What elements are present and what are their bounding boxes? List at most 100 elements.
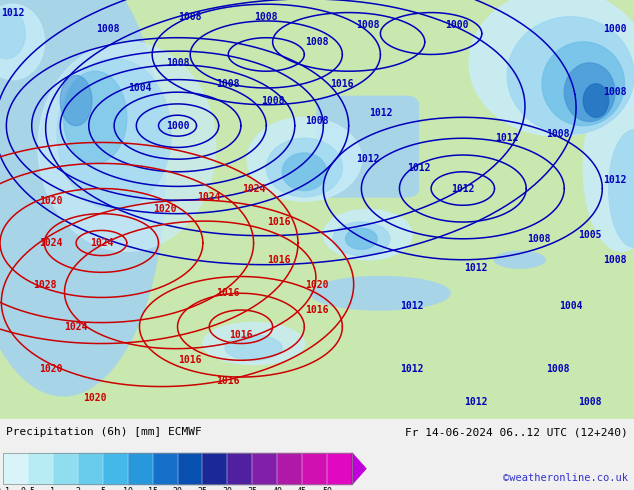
- Ellipse shape: [0, 0, 165, 396]
- Ellipse shape: [203, 322, 304, 365]
- Ellipse shape: [38, 42, 216, 251]
- Text: 1016: 1016: [305, 305, 329, 315]
- Ellipse shape: [507, 17, 634, 134]
- Text: 1020: 1020: [305, 280, 329, 290]
- Text: 1012: 1012: [1, 7, 25, 18]
- Bar: [127, 453, 153, 484]
- Text: 20: 20: [172, 487, 183, 490]
- Text: 1008: 1008: [527, 234, 551, 244]
- Ellipse shape: [225, 335, 282, 360]
- Text: 1012: 1012: [495, 133, 519, 143]
- Bar: [178, 453, 202, 484]
- Text: 1008: 1008: [254, 12, 278, 22]
- Text: 1012: 1012: [400, 364, 424, 374]
- Ellipse shape: [0, 8, 25, 59]
- Text: 1008: 1008: [603, 87, 627, 97]
- Text: 1024: 1024: [89, 238, 113, 248]
- Ellipse shape: [564, 63, 615, 122]
- Text: 1004: 1004: [127, 83, 152, 93]
- Bar: [78, 453, 103, 484]
- Text: 1008: 1008: [305, 117, 329, 126]
- Text: 1005: 1005: [578, 230, 602, 240]
- Text: 1012: 1012: [356, 154, 380, 164]
- Text: 1020: 1020: [39, 364, 63, 374]
- Text: 1028: 1028: [32, 280, 56, 290]
- Text: 10: 10: [123, 487, 133, 490]
- Text: ©weatheronline.co.uk: ©weatheronline.co.uk: [503, 473, 628, 483]
- Ellipse shape: [57, 59, 171, 210]
- Text: 1008: 1008: [96, 24, 120, 34]
- Ellipse shape: [346, 228, 377, 249]
- Text: 1012: 1012: [463, 263, 488, 273]
- Text: 25: 25: [197, 487, 207, 490]
- Ellipse shape: [63, 71, 127, 163]
- Text: 1012: 1012: [406, 163, 430, 172]
- Text: Precipitation (6h) [mm] ECMWF: Precipitation (6h) [mm] ECMWF: [6, 427, 202, 438]
- Bar: [103, 453, 127, 484]
- Bar: [202, 453, 228, 484]
- Text: 1008: 1008: [603, 255, 627, 265]
- Text: 1008: 1008: [546, 129, 570, 139]
- Bar: [28, 453, 53, 484]
- Bar: [277, 453, 302, 484]
- Bar: [302, 453, 327, 484]
- Ellipse shape: [282, 153, 327, 191]
- Text: 1008: 1008: [165, 58, 190, 68]
- Text: Fr 14-06-2024 06..12 UTC (12+240): Fr 14-06-2024 06..12 UTC (12+240): [405, 427, 628, 438]
- Text: 1008: 1008: [305, 37, 329, 47]
- Text: 1016: 1016: [178, 355, 202, 366]
- Text: 1008: 1008: [216, 79, 240, 89]
- Ellipse shape: [495, 251, 545, 268]
- Ellipse shape: [247, 117, 361, 201]
- Text: 1008: 1008: [178, 12, 202, 22]
- Bar: [252, 453, 277, 484]
- Bar: [3, 453, 28, 484]
- Text: 1008: 1008: [356, 20, 380, 30]
- Text: 1: 1: [51, 487, 56, 490]
- Text: 1012: 1012: [368, 108, 392, 118]
- Text: 1024: 1024: [39, 238, 63, 248]
- Text: 1012: 1012: [400, 301, 424, 311]
- Text: 1008: 1008: [578, 397, 602, 407]
- Text: 5: 5: [100, 487, 105, 490]
- Text: 1000: 1000: [603, 24, 627, 34]
- Text: 30: 30: [223, 487, 232, 490]
- Text: 1000: 1000: [444, 20, 469, 30]
- Text: 1012: 1012: [463, 397, 488, 407]
- Text: 2: 2: [75, 487, 81, 490]
- Text: 1020: 1020: [39, 196, 63, 206]
- Bar: [327, 453, 352, 484]
- Text: 1016: 1016: [267, 255, 291, 265]
- Ellipse shape: [311, 276, 450, 310]
- Ellipse shape: [583, 84, 634, 251]
- Ellipse shape: [266, 138, 342, 197]
- Ellipse shape: [0, 4, 44, 79]
- Text: 1000: 1000: [165, 121, 190, 131]
- Text: 1016: 1016: [267, 217, 291, 227]
- Text: 1016: 1016: [229, 330, 253, 340]
- Text: 1012: 1012: [451, 184, 475, 194]
- Text: 1024: 1024: [64, 322, 88, 332]
- Text: 0.5: 0.5: [20, 487, 36, 490]
- Ellipse shape: [0, 0, 139, 191]
- Text: 1020: 1020: [83, 393, 107, 403]
- Text: 1008: 1008: [261, 96, 285, 105]
- Text: 1008: 1008: [546, 364, 570, 374]
- Bar: [53, 453, 78, 484]
- Bar: [228, 453, 252, 484]
- Ellipse shape: [323, 210, 412, 260]
- Ellipse shape: [583, 84, 609, 117]
- Text: 1012: 1012: [603, 175, 627, 185]
- Text: 0.1: 0.1: [0, 487, 11, 490]
- Ellipse shape: [60, 75, 92, 125]
- Text: 1016: 1016: [216, 376, 240, 386]
- Text: 1004: 1004: [559, 301, 583, 311]
- Ellipse shape: [333, 222, 390, 256]
- Text: 40: 40: [272, 487, 282, 490]
- Ellipse shape: [542, 42, 624, 125]
- FancyBboxPatch shape: [317, 97, 418, 197]
- Ellipse shape: [469, 0, 634, 136]
- Text: 1016: 1016: [216, 288, 240, 298]
- Text: 1020: 1020: [153, 204, 177, 215]
- Text: 45: 45: [297, 487, 307, 490]
